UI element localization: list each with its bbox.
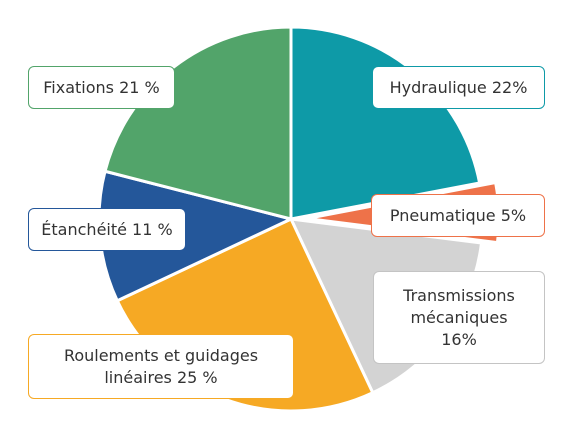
slice-label-transmissions-line2: mécaniques <box>410 307 508 327</box>
slice-label-transmissions-line1: Transmissions <box>403 285 515 305</box>
slice-label-hydraulique-text: Hydraulique 22% <box>389 77 528 97</box>
slice-label-hydraulique: Hydraulique 22% <box>372 66 545 109</box>
slice-label-etancheite: Étanchéité 11 % <box>28 208 186 251</box>
slice-label-roulements: Roulements et guidages linéaires 25 % <box>28 334 294 399</box>
slice-label-pneumatique: Pneumatique 5% <box>371 194 545 237</box>
slice-label-pneumatique-text: Pneumatique 5% <box>389 205 527 225</box>
slice-label-fixations-text: Fixations 21 % <box>43 77 160 97</box>
slice-label-etancheite-text: Étanchéité 11 % <box>41 219 173 239</box>
slice-label-transmissions-line3: 16% <box>441 329 477 349</box>
slice-label-roulements-line1: Roulements et guidages <box>63 345 259 365</box>
slice-label-fixations: Fixations 21 % <box>28 66 175 109</box>
slice-label-roulements-line2: linéaires 25 % <box>104 367 218 387</box>
slice-label-transmissions: Transmissions mécaniques 16% <box>373 271 545 364</box>
